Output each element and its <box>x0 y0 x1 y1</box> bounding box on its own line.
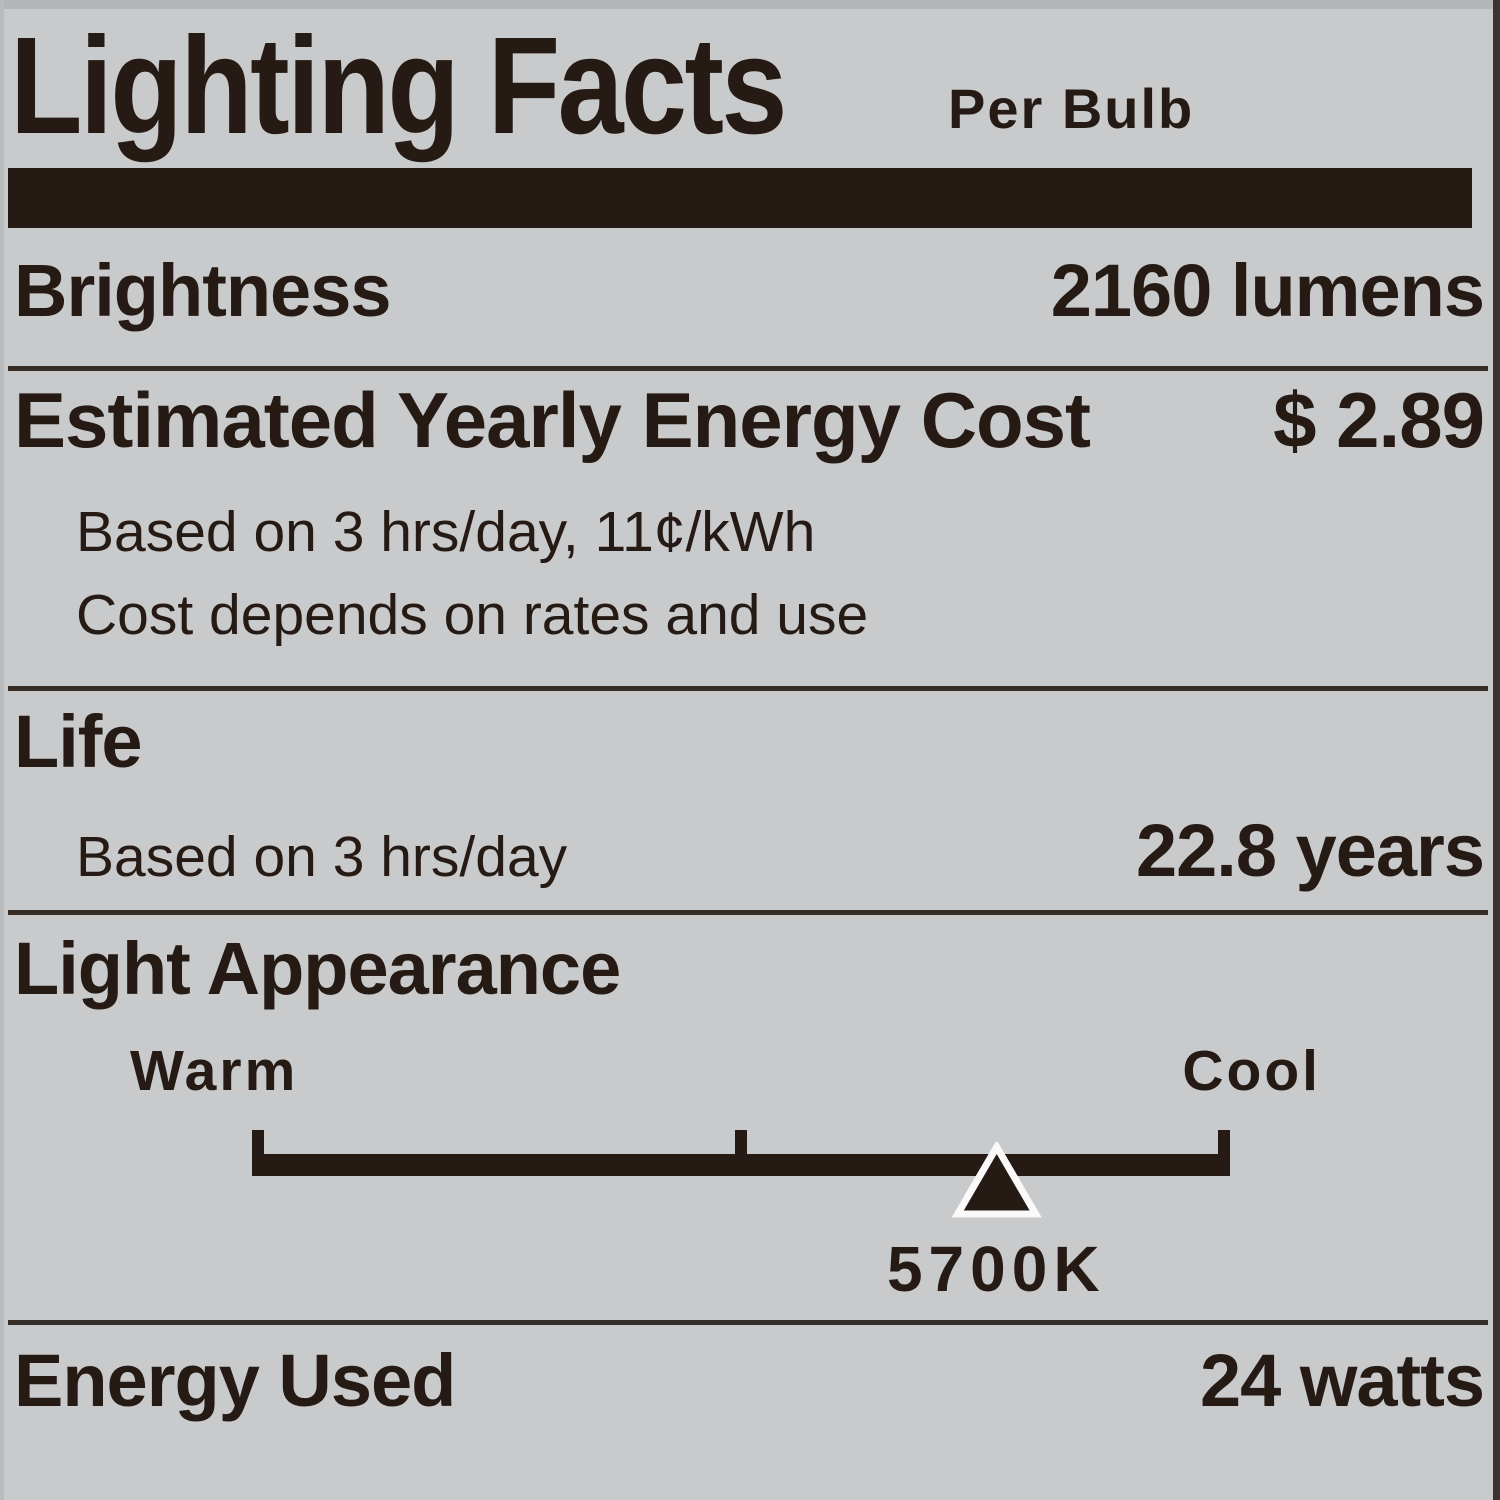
divider <box>8 366 1488 371</box>
life-label: Life <box>14 700 143 783</box>
energy-cost-rates-note: Cost depends on rates and use <box>76 583 869 647</box>
scale-tick-cool-end <box>1218 1130 1230 1156</box>
title-separator-bar <box>8 168 1472 228</box>
brightness-value: 2160 lumens <box>1050 249 1485 332</box>
energy-cost-row: Estimated Yearly Energy Cost $ 2.89 <box>14 376 1485 464</box>
cool-label: Cool <box>1182 1039 1321 1103</box>
color-temperature-scale: 5700K <box>252 1130 1230 1320</box>
light-appearance-heading: Light Appearance <box>14 930 1484 1008</box>
label-top-edge <box>0 0 1500 9</box>
energy-cost-label: Estimated Yearly Energy Cost <box>14 376 1091 464</box>
divider <box>8 686 1488 691</box>
color-temp-marker: 5700K <box>887 1130 1106 1306</box>
label-left-edge <box>0 0 4 1500</box>
scale-tick-middle <box>735 1130 747 1156</box>
life-basis-note: Based on 3 hrs/day <box>76 825 568 889</box>
header: Lighting Facts Per Bulb <box>10 9 1484 163</box>
label-title: Lighting Facts <box>10 9 787 163</box>
warm-label: Warm <box>130 1039 299 1103</box>
warm-cool-row: Warm Cool <box>130 1039 1321 1103</box>
divider <box>8 1320 1488 1325</box>
life-value: 22.8 years <box>1135 809 1485 892</box>
energy-used-row: Energy Used 24 watts <box>14 1339 1485 1422</box>
energy-cost-basis-note: Based on 3 hrs/day, 11¢/kWh <box>76 500 816 564</box>
label-right-edge <box>1493 0 1500 1500</box>
per-unit-label: Per Bulb <box>948 77 1195 140</box>
triangle-marker-icon <box>951 1142 1042 1218</box>
energy-cost-value: $ 2.89 <box>1273 376 1485 464</box>
energy-used-label: Energy Used <box>14 1339 456 1422</box>
light-appearance-label: Light Appearance <box>14 927 621 1010</box>
energy-used-value: 24 watts <box>1199 1339 1485 1422</box>
divider <box>8 910 1488 915</box>
brightness-label: Brightness <box>14 249 392 332</box>
kelvin-value: 5700K <box>886 1233 1106 1305</box>
life-row: Based on 3 hrs/day 22.8 years <box>14 809 1485 892</box>
life-heading: Life <box>14 703 1484 781</box>
brightness-row: Brightness 2160 lumens <box>14 249 1485 332</box>
scale-tick-warm-end <box>252 1130 264 1156</box>
